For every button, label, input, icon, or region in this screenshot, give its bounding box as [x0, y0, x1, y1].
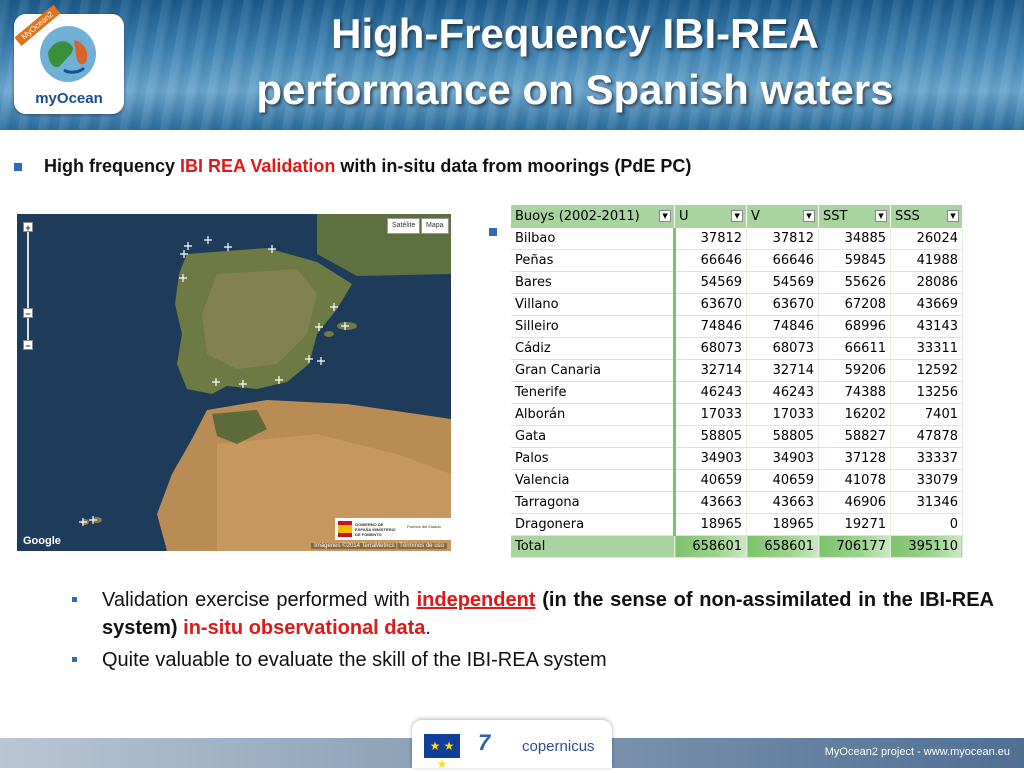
- table-row: Bares 54569 54569 55626 28086: [511, 271, 964, 294]
- zoom-out-button[interactable]: −: [23, 340, 33, 351]
- intro-bullet: High frequency IBI REA Validation with i…: [14, 156, 691, 177]
- chevron-down-icon[interactable]: ▼: [874, 210, 887, 222]
- table-row: Valencia 40659 40659 41078 33079: [511, 469, 964, 492]
- table-row: Tenerife 46243 46243 74388 13256: [511, 381, 964, 404]
- bullet-square-icon: [72, 657, 77, 662]
- zoom-slider-handle[interactable]: −: [23, 308, 33, 319]
- table-row: Bilbao 37812 37812 34885 26024: [511, 228, 964, 250]
- page-title: High-Frequency IBI-REA performance on Sp…: [256, 10, 894, 113]
- chevron-down-icon[interactable]: ▼: [947, 210, 959, 222]
- chevron-down-icon[interactable]: ▼: [731, 210, 744, 222]
- table-header-row: Buoys (2002-2011) ▼ U ▼ V ▼ SST ▼ SSS ▼: [511, 205, 964, 228]
- spain-flag-icon: [338, 521, 352, 537]
- table-row: Cádiz 68073 68073 66611 33311: [511, 337, 964, 360]
- copernicus-logo: copernicus: [522, 738, 595, 755]
- table-row: Dragonera 18965 18965 19271 0: [511, 513, 964, 536]
- header-u[interactable]: U ▼: [674, 205, 748, 228]
- chevron-down-icon[interactable]: ▼: [659, 210, 672, 222]
- footer-site[interactable]: MyOcean2 project - www.myocean.eu: [824, 746, 1010, 758]
- table-row: Gata 58805 58805 58827 47878: [511, 425, 964, 448]
- header-v[interactable]: V ▼: [746, 205, 819, 228]
- eu-flag-icon: ★ ★ ★: [424, 734, 460, 771]
- table-row: Palos 34903 34903 37128 33337: [511, 447, 964, 470]
- bullet-skill: Quite valuable to evaluate the skill of …: [72, 646, 994, 674]
- table-total-row: Total 658601 658601 706177 395110: [511, 535, 964, 558]
- chevron-down-icon[interactable]: ▼: [803, 210, 815, 222]
- map-button[interactable]: Mapa: [421, 218, 449, 234]
- logo-text: myOcean: [35, 90, 103, 107]
- partner-logos: ★ ★ ★ 7 copernicus: [412, 720, 612, 771]
- myocean-logo: MyOcean2 myOcean: [14, 4, 124, 114]
- map-image: [17, 214, 451, 551]
- header-sst[interactable]: SST ▼: [818, 205, 891, 228]
- zoom-in-button[interactable]: +: [23, 222, 33, 233]
- buoy-markers: [79, 236, 349, 526]
- header-banner: MyOcean2 myOcean High-Frequency IBI-REA …: [0, 0, 1024, 130]
- gobierno-logo: GOBIERNO DE ESPAÑA MINISTERIO DE FOMENTO…: [335, 518, 451, 540]
- map-credit[interactable]: Imágenes ©2014 TerraMetrics | Términos d…: [311, 543, 447, 549]
- globe-icon: [40, 26, 96, 82]
- intro-highlight: IBI REA Validation: [180, 156, 336, 176]
- table-row: Silleiro 74846 74846 68996 43143: [511, 315, 964, 338]
- fp7-logo: 7: [478, 730, 491, 755]
- satellite-button[interactable]: Satélite: [387, 218, 421, 234]
- table-row: Gran Canaria 32714 32714 59206 12592: [511, 359, 964, 382]
- bullet-square-icon: [14, 163, 22, 172]
- satellite-map[interactable]: + − − Satélite Mapa GOBIERNO DE ESPAÑA M…: [17, 214, 451, 551]
- table-row: Tarragona 43663 43663 46906 31346: [511, 491, 964, 514]
- bullet-validation: Validation exercise performed with indep…: [72, 586, 994, 642]
- zoom-control[interactable]: + − −: [23, 222, 33, 351]
- google-logo: Google: [23, 535, 61, 547]
- header-sss[interactable]: SSS ▼: [890, 205, 964, 228]
- table-row: Peñas 66646 66646 59845 41988: [511, 249, 964, 272]
- bullet-square-icon: [72, 597, 77, 602]
- bullet-square-icon: [489, 228, 497, 236]
- table-row: Alborán 17033 17033 16202 7401: [511, 403, 964, 426]
- table-row: Villano 63670 63670 67208 43669: [511, 293, 964, 316]
- buoys-table: Buoys (2002-2011) ▼ U ▼ V ▼ SST ▼ SSS ▼ Bilba…: [511, 205, 964, 558]
- header-buoys[interactable]: Buoys (2002-2011) ▼: [511, 205, 676, 228]
